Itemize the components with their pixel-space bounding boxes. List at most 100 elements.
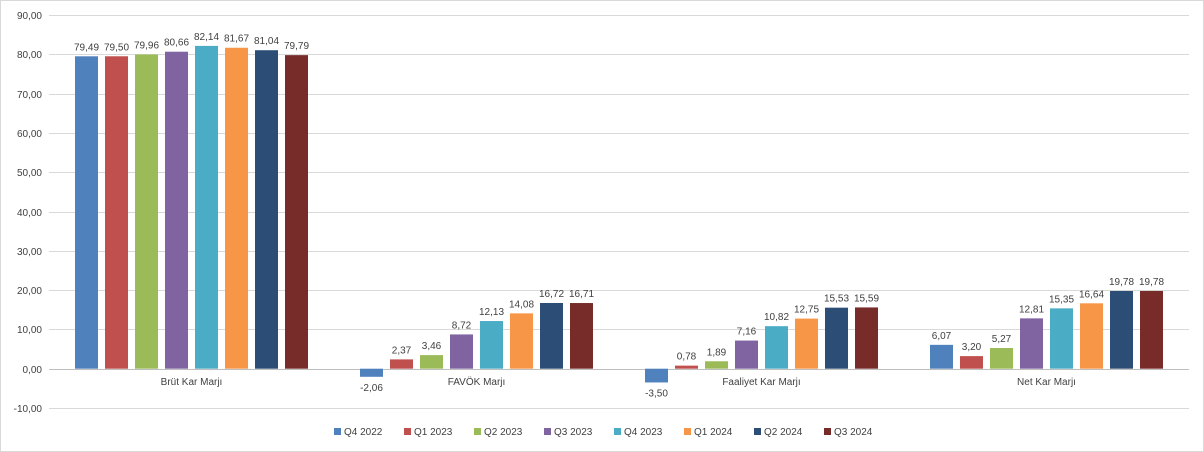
bar [540,302,563,369]
data-label: 12,13 [479,307,504,318]
bar [990,347,1013,369]
bar [570,303,593,369]
bar [765,326,788,369]
legend-swatch [754,428,761,435]
bar [825,307,848,369]
data-label: 19,78 [1139,277,1164,288]
data-label: 79,79 [284,41,309,52]
data-label: 6,07 [932,331,952,342]
data-label: 3,20 [962,342,982,353]
legend-swatch [544,428,551,435]
legend-entry: Q4 2022 [344,427,383,438]
legend-entry: Q3 2024 [834,427,873,438]
bar [675,365,698,369]
bar [510,313,533,369]
bar [360,368,383,377]
data-label: 1,89 [707,347,727,358]
data-label: 0,78 [677,352,697,363]
y-tick-label: 0,00 [23,365,43,376]
gridlines [49,15,1189,409]
data-label: -3,50 [645,388,668,399]
data-label: 16,64 [1079,289,1104,300]
bar [930,344,953,369]
data-label: 81,67 [224,34,249,45]
bar [285,55,308,369]
y-axis-ticks: -10,00 0,00 10,00 20,00 30,00 40,00 50,00 60,00… [14,11,43,415]
legend-swatch [334,428,341,435]
data-label: 15,53 [824,294,849,305]
x-axis-categories: Brüt Kar Marjı FAVÖK Marjı Faaliyet Kar Ma… [161,376,1076,388]
bar [480,321,503,369]
data-label: 79,50 [104,42,129,53]
data-label: 81,04 [254,36,279,47]
bar [135,54,158,369]
bar [795,318,818,369]
data-label: 8,72 [452,320,472,331]
legend-swatch [474,428,481,435]
data-label: 16,72 [539,289,564,300]
bar [735,340,758,369]
data-label: 7,16 [737,327,757,338]
data-labels: 79,49 79,50 79,96 80,66 82,14 81,67 81,04 79,79… [74,32,1164,400]
category-label: Net Kar Marjı [1017,377,1076,388]
data-label: 79,96 [134,40,159,51]
bar [450,334,473,369]
bar [960,356,983,369]
legend-entry: Q2 2024 [764,427,803,438]
legend: Q4 2022 Q1 2023 Q2 2023 Q3 2023 Q4 2023 Q1 20… [334,427,873,438]
y-tick-label: 20,00 [17,286,42,297]
y-tick-label: 50,00 [17,168,42,179]
data-label: -2,06 [360,383,383,394]
y-tick-label: 70,00 [17,90,42,101]
legend-swatch [404,428,411,435]
y-tick-label: 30,00 [17,247,42,258]
data-label: 80,66 [164,38,189,49]
bar [1080,303,1103,369]
category-label: Brüt Kar Marjı [161,377,223,388]
category-label: Faaliyet Kar Marjı [722,377,800,388]
bar [1050,308,1073,369]
legend-entry: Q2 2023 [484,427,523,438]
legend-entry: Q1 2024 [694,427,733,438]
data-label: 15,59 [854,293,879,304]
bar [75,56,98,369]
bar [1020,318,1043,369]
data-label: 12,81 [1019,304,1044,315]
bar [225,47,248,369]
y-tick-label: 40,00 [17,208,42,219]
legend-entry: Q4 2023 [624,427,663,438]
bar [1110,290,1133,369]
y-tick-label: -10,00 [14,404,43,415]
bar [195,45,218,369]
data-label: 5,27 [992,334,1012,345]
bar [165,51,188,369]
legend-entry: Q1 2023 [414,427,453,438]
bar [645,368,668,383]
legend-swatch [684,428,691,435]
data-label: 79,49 [74,42,99,53]
bar [1140,290,1163,369]
bar [705,361,728,369]
data-label: 19,78 [1109,277,1134,288]
bar [420,355,443,369]
y-tick-label: 80,00 [17,50,42,61]
y-tick-label: 90,00 [17,11,42,22]
legend-swatch [824,428,831,435]
y-tick-label: 60,00 [17,129,42,140]
bar [105,56,128,369]
y-tick-label: 10,00 [17,325,42,336]
bar [855,307,878,369]
category-label: FAVÖK Marjı [448,376,506,388]
data-label: 10,82 [764,312,789,323]
legend-swatch [614,428,621,435]
data-label: 15,35 [1049,294,1074,305]
data-label: 3,46 [422,341,442,352]
bars [75,45,1163,383]
data-label: 16,71 [569,289,594,300]
data-label: 12,75 [794,305,819,316]
data-label: 82,14 [194,32,219,43]
bar [255,50,278,369]
bar [390,359,413,369]
